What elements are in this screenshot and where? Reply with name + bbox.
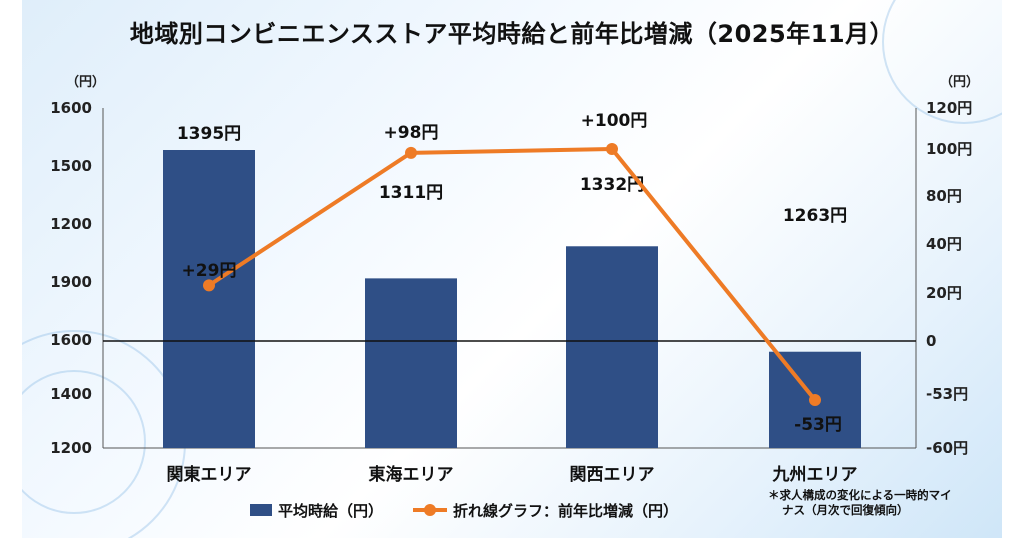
right-tick-label: 100円 [926,140,972,158]
line-value-label: +29円 [182,261,237,281]
left-tick-label: 1500 [50,157,92,175]
left-tick-label: 1200 [50,439,92,457]
line-series-path [207,147,817,402]
bar-1 [163,150,255,448]
bar-value-label: 1263円 [783,206,847,226]
right-tick-label: 120円 [926,99,972,117]
category-label: 東海エリア [369,464,454,485]
legend-line-label: 折れ線グラフ：前年比増減（円） [453,501,679,520]
category-label: 関東エリア [167,464,252,485]
legend-item-bar: 平均時給（円） [250,500,383,521]
line-value-label: +100円 [581,111,648,131]
right-tick-label: 20円 [926,284,962,302]
bar-value-label: 1332円 [580,175,644,195]
bar-3 [566,246,658,448]
bar-value-label: 1395円 [177,124,241,144]
left-tick-label: 1600 [50,331,92,349]
bar-2 [365,278,457,448]
line-point-2 [405,146,417,159]
right-tick-label: 80円 [926,187,962,205]
footnote-line-2: ナス（月次で回復傾向） [782,503,909,517]
right-tick-label: -53円 [926,385,968,403]
legend-bar-swatch [250,504,272,516]
legend-bar-label: 平均時給（円） [278,501,384,520]
line-point-1 [203,279,215,292]
left-tick-label: 1200 [50,215,92,233]
decorative-ring [22,370,146,514]
right-tick-label: 40円 [926,235,962,253]
line-value-label: -53円 [794,415,842,435]
left-axis-unit: （円） [66,74,105,90]
left-tick-label: 1400 [50,385,92,403]
category-label: 関西エリア [570,465,655,485]
right-axis-unit: （円） [940,74,979,90]
footnote: ＊求人構成の変化による一時的マイ ナス（月次で回復傾向） [768,488,988,518]
footnote-line-1: ＊求人構成の変化による一時的マイ [768,488,952,502]
legend: 平均時給（円） 折れ線グラフ：前年比増減（円） [250,498,700,522]
line-point-3 [606,143,618,155]
category-label: 九州エリア [772,465,858,485]
right-tick-label: 0 [926,332,936,350]
line-point-4 [809,394,821,406]
bar-value-label: 1311円 [379,183,443,203]
right-tick-label: -60円 [926,439,968,457]
legend-item-line: 折れ線グラフ：前年比増減（円） [413,500,678,521]
line-value-label: +98円 [384,123,439,143]
chart-title: 地域別コンビニエンスストア平均時給と前年比増減（2025年11月） [129,20,895,48]
left-tick-label: 1600 [50,99,92,117]
left-tick-label: 1900 [50,273,92,291]
legend-line-swatch [413,504,448,516]
